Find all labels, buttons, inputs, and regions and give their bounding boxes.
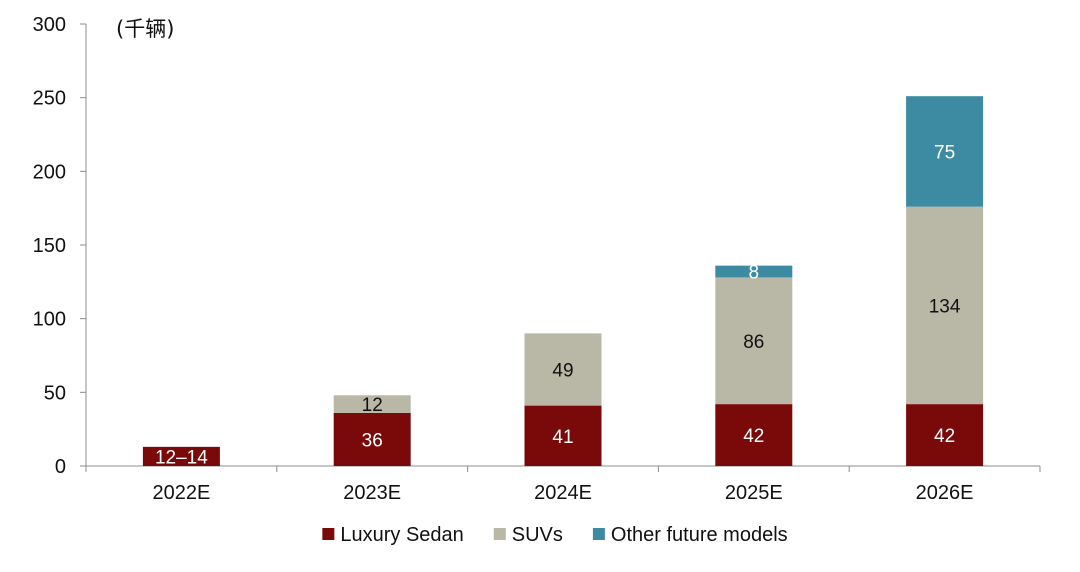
y-tick-label: 200 (33, 161, 66, 183)
y-tick-label: 250 (33, 88, 66, 110)
segment-value-label: 41 (552, 427, 573, 448)
y-tick-label: 150 (33, 235, 66, 257)
legend-label: Luxury Sedan (340, 524, 463, 546)
segment-value-label: 49 (552, 360, 573, 381)
segment-value-label: 75 (934, 142, 955, 163)
segment-value-label: 86 (743, 332, 764, 353)
bar-segment (715, 265, 793, 278)
unit-label: (千辆) (116, 17, 174, 41)
legend-label: Other future models (611, 524, 788, 546)
y-tick-label: 100 (33, 309, 66, 331)
bar-segment (333, 395, 411, 413)
segment-value-label: 12 (362, 395, 383, 416)
x-tick-label: 2026E (916, 482, 974, 504)
y-axis: 0 50 100 150 200 250 300 (33, 14, 87, 478)
segment-value-label: 42 (743, 426, 764, 447)
y-tick-label: 0 (55, 456, 66, 478)
bars (142, 96, 984, 466)
segment-value-label: 8 (749, 263, 760, 284)
segment-value-label: 36 (362, 430, 383, 451)
legend-swatch (592, 528, 605, 540)
legend-item: Other future models (592, 524, 788, 546)
x-tick-label: 2025E (725, 482, 783, 504)
y-tick-label: 300 (33, 14, 66, 36)
x-tick-label: 2024E (534, 482, 592, 504)
legend-item: Luxury Sedan (322, 524, 464, 546)
segment-labels: 12–14 36 12 41 49 42 86 8 42 134 75 (155, 142, 961, 468)
legend-swatch (493, 528, 506, 540)
bar-segment (715, 404, 793, 466)
segment-value-label: 134 (929, 296, 961, 317)
legend-label: SUVs (512, 524, 563, 546)
x-axis: 2022E 2023E 2024E 2025E 2026E (85, 465, 1041, 504)
y-tick-label: 50 (44, 382, 66, 404)
bar-segment (333, 412, 411, 466)
bar-segment (715, 277, 793, 405)
x-tick-label: 2022E (152, 482, 210, 504)
bar-segment (524, 333, 602, 406)
x-tick-label: 2023E (343, 482, 401, 504)
bar-segment (906, 96, 984, 207)
bar-segment (906, 206, 984, 405)
bar-segment (524, 405, 602, 466)
legend-item: SUVs (493, 524, 563, 546)
segment-value-label: 12–14 (155, 447, 208, 468)
legend: Luxury Sedan SUVs Other future models (322, 524, 788, 546)
segment-value-label: 42 (934, 426, 955, 447)
bar-segment (142, 446, 220, 466)
bar-segment (906, 404, 984, 466)
legend-swatch (322, 528, 335, 540)
